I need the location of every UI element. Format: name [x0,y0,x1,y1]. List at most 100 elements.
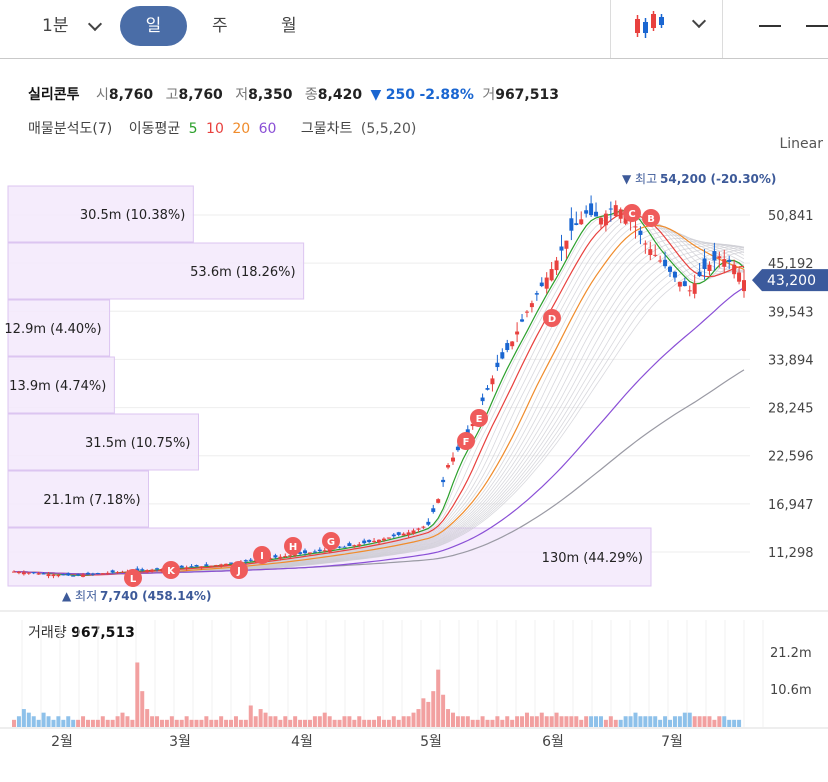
volume-bar [283,716,288,727]
volume-bar [362,719,367,727]
event-marker-label: E [476,414,483,425]
indicator-legend: 매물분석도(7) 이동평균 5 10 20 60 그물차트 (5,5,20) [28,118,420,138]
volume-bar [243,719,248,727]
event-marker-label: H [289,542,297,553]
volume-bar [337,719,342,727]
volume-bar [130,719,135,727]
candle-body [219,564,224,566]
candle-body [145,570,150,573]
volume-bar [36,719,41,727]
y-tick-label: 28,245 [768,402,814,417]
volume-bar [717,716,722,727]
volume-tick-label: 10.6m [770,683,812,698]
volume-bar [465,716,470,727]
y-tick-label: 33,894 [768,353,814,368]
candle-body [495,362,500,368]
candle-body [159,569,164,572]
x-tick-label: 5월 [420,734,442,750]
candle-body [732,264,737,275]
candle-body [396,532,401,535]
candle-body [569,218,574,231]
event-marker-label: F [463,437,470,448]
ma-20: 20 [232,121,251,137]
volume-bar [485,719,490,727]
event-marker-label: G [327,537,335,548]
candle-body [603,213,608,226]
candle-body [283,556,288,558]
stock-name: 실리콘투 [28,87,80,103]
volume-bar [490,719,495,727]
candle-body [31,572,36,574]
candle-body [352,545,357,547]
candle-body [598,217,603,225]
volume-bar [224,719,229,727]
candle-body [312,551,317,553]
candle-body [554,260,559,271]
candle-body [71,575,76,577]
candle-body [100,573,105,575]
volume-bar [317,716,322,727]
candle-body [357,544,362,546]
chart-toolbar: 1분 일 주 월 [0,0,828,59]
tab-month[interactable]: 월 [281,16,297,36]
candle-body [712,251,717,261]
candle-body [209,565,214,567]
candle-body [229,562,234,564]
volume-bar [273,716,278,727]
volume-bar [145,709,150,727]
candle-body [455,446,460,451]
candle-body [372,540,377,542]
minimize-icon[interactable] [759,25,781,27]
candle-body [199,566,204,569]
scale-label[interactable]: Linear [779,136,823,152]
volume-bar [140,691,145,727]
volume-bar [520,716,525,727]
volume-bar [372,719,377,727]
candle-body [41,573,46,575]
guppy-label[interactable]: 그물차트 [300,121,353,137]
interval-select[interactable]: 1분 [42,16,69,36]
candle-body [46,574,51,577]
volume-profile-label[interactable]: 매물분석도(7) [28,121,113,137]
candlestick-icon[interactable] [634,10,666,42]
current-price-tag [752,269,828,292]
volume-bar [26,712,31,727]
volume-bar [194,719,199,727]
volume-bar [155,716,160,727]
volume-bar [268,716,273,727]
event-marker [642,209,660,227]
candle-body [564,240,569,249]
tab-week[interactable]: 주 [212,16,228,36]
tab-day[interactable]: 일 [120,6,187,46]
ma-label[interactable]: 이동평균 [128,121,181,137]
event-marker [457,432,475,450]
volume-bar [569,716,574,727]
candle-body [450,457,455,462]
candle-body [618,209,623,219]
event-marker-label: I [260,551,264,562]
volume-value: 967,513 [495,87,559,103]
open-value: 8,760 [108,87,154,103]
candle-body [120,571,125,573]
candle-body [682,281,687,287]
volume-bar [41,712,46,727]
minimize-icon[interactable] [806,25,828,27]
candle-body [549,269,554,281]
volume-bar [164,719,169,727]
volume-bar [381,719,386,727]
volume-bar [61,719,66,727]
event-marker-label: C [628,209,635,220]
volume-profile-bar [7,299,111,357]
candle-body [12,571,16,573]
volume-bar [515,716,520,727]
volume-bar [549,716,554,727]
candle-body [697,271,702,277]
volume-bar [628,716,633,727]
volume-bar [120,712,125,727]
candle-body [692,283,697,294]
candle-body [608,208,613,210]
candle-body [431,508,436,512]
down-arrow-icon: ▼ [370,87,382,103]
x-tick-label: 4월 [291,734,313,750]
